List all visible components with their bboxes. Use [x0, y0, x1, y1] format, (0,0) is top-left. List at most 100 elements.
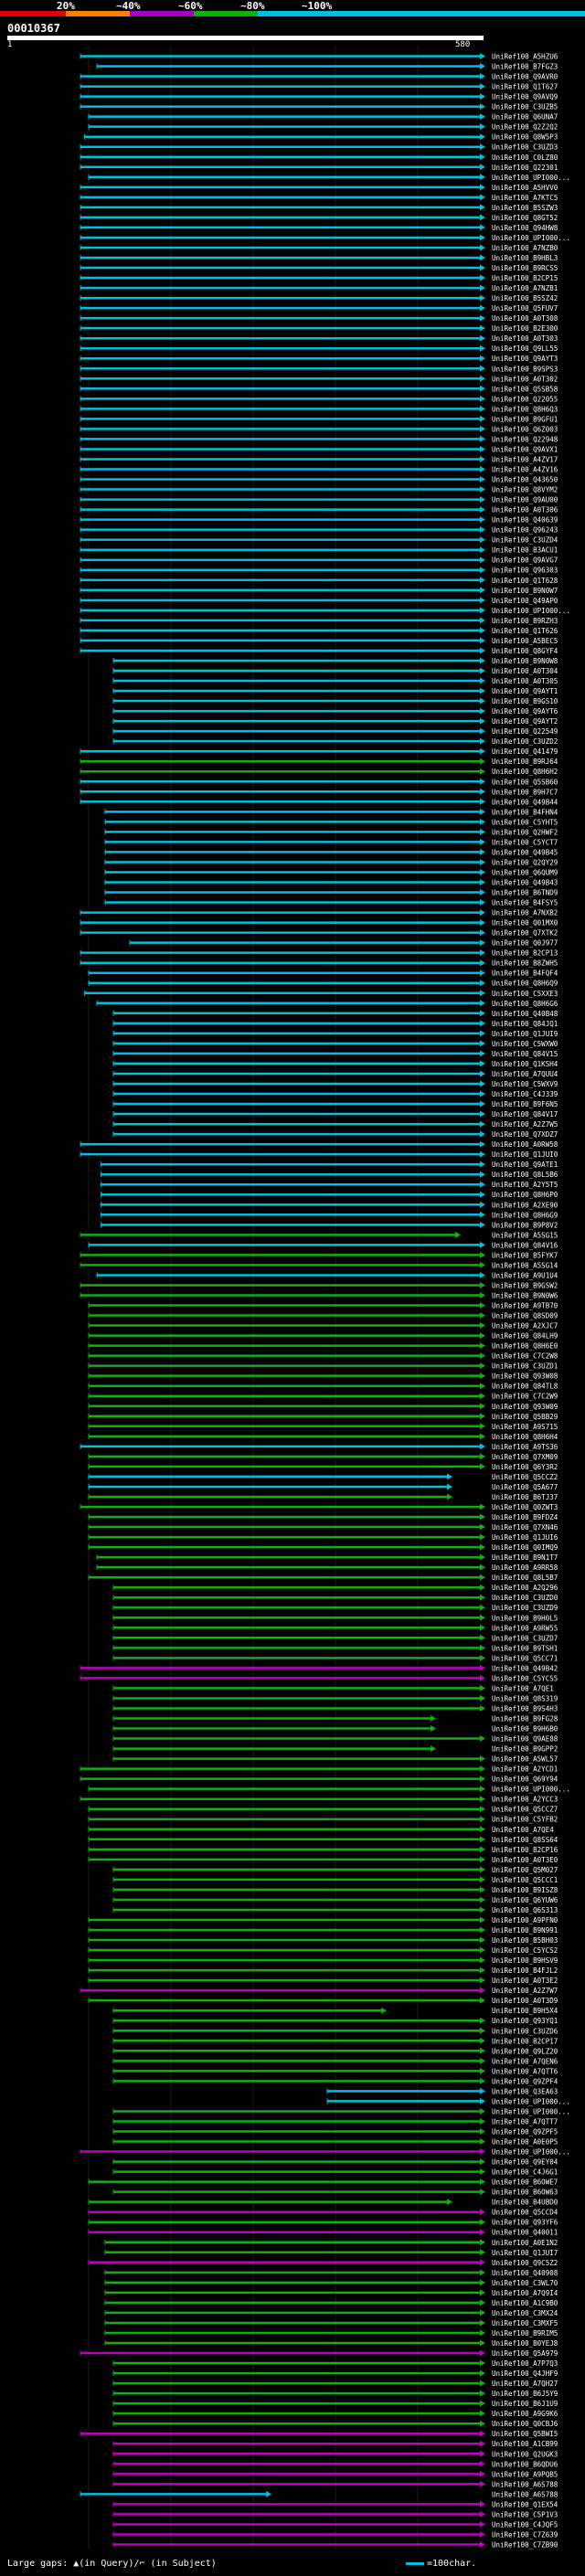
hit-label[interactable]: UniRef100_C5YCS2: [492, 1946, 558, 1955]
hit-label[interactable]: UniRef100_B9N1T7: [492, 1553, 558, 1562]
hit-label[interactable]: UniRef100_B9H5X4: [492, 2007, 558, 2015]
hit-label[interactable]: UniRef100_Q8SS64: [492, 1836, 558, 1844]
hit-label[interactable]: UniRef100_Q9AYT1: [492, 687, 558, 695]
hit-label[interactable]: UniRef100_Q9ATE1: [492, 1161, 558, 1169]
hit-label[interactable]: UniRef100_A7NZB0: [492, 244, 558, 252]
hit-label[interactable]: UniRef100_B9N991: [492, 1926, 558, 1935]
hit-label[interactable]: UniRef100_Q8GT52: [492, 214, 558, 222]
hit-label[interactable]: UniRef100_Q5A677: [492, 1483, 558, 1491]
hit-label[interactable]: UniRef100_Q8H6P0: [492, 1191, 558, 1199]
hit-label[interactable]: UniRef100_A7QTT7: [492, 2117, 558, 2125]
hit-label[interactable]: UniRef100_Q5CCC1: [492, 1876, 558, 1884]
hit-label[interactable]: UniRef100_Q5SB60: [492, 778, 558, 786]
hit-label[interactable]: UniRef100_B4UBD0: [492, 2199, 558, 2207]
hit-label[interactable]: UniRef100_B9TSH1: [492, 1644, 558, 1652]
hit-label[interactable]: UniRef100_A9RW55: [492, 1624, 558, 1632]
hit-label[interactable]: UniRef100_B9FG28: [492, 1715, 558, 1723]
hit-label[interactable]: UniRef100_Q69Y94: [492, 1776, 558, 1784]
hit-label[interactable]: UniRef100_B9H7C7: [492, 788, 558, 796]
hit-label[interactable]: UniRef100_B6QDU6: [492, 2460, 558, 2468]
hit-label[interactable]: UniRef100_C5YCS5: [492, 1674, 558, 1682]
hit-label[interactable]: UniRef100_A2Z7W7: [492, 1987, 558, 1995]
hit-label[interactable]: UniRef100_A0E1N2: [492, 2239, 558, 2247]
hit-label[interactable]: UniRef100_C5YCT7: [492, 838, 558, 846]
hit-label[interactable]: UniRef100_Q1T628: [492, 577, 558, 585]
hit-label[interactable]: UniRef100_A7NXB2: [492, 909, 558, 917]
hit-label[interactable]: UniRef100_Q40B48: [492, 1010, 558, 1018]
hit-label[interactable]: UniRef100_Q6S313: [492, 1906, 558, 1914]
hit-label[interactable]: UniRef100_Q84LH9: [492, 1332, 558, 1341]
hit-label[interactable]: UniRef100_Q8H6H2: [492, 768, 558, 776]
hit-label[interactable]: UniRef100_B5BH03: [492, 1936, 558, 1945]
hit-label[interactable]: UniRef100_A2XJC7: [492, 1322, 558, 1330]
hit-label[interactable]: UniRef100_A1C9B0: [492, 2299, 558, 2307]
hit-label[interactable]: UniRef100_Q22948: [492, 435, 558, 443]
hit-label[interactable]: UniRef100_A7NZB1: [492, 284, 558, 292]
hit-label[interactable]: UniRef100_A0T305: [492, 677, 558, 685]
hit-label[interactable]: UniRef100_A9U1U4: [492, 1271, 558, 1279]
hit-label[interactable]: UniRef100_Q0ZWT3: [492, 1503, 558, 1511]
hit-label[interactable]: UniRef100_Q1JUI0: [492, 1150, 558, 1159]
hit-label[interactable]: UniRef100_B9N0W8: [492, 657, 558, 665]
hit-label[interactable]: UniRef100_Q0J977: [492, 939, 558, 948]
hit-label[interactable]: UniRef100_C7ZB90: [492, 2540, 558, 2549]
hit-label[interactable]: UniRef100_Q49B44: [492, 798, 558, 806]
hit-label[interactable]: UniRef100_C4J339: [492, 1090, 558, 1098]
hit-label[interactable]: UniRef100_Q3EA63: [492, 2087, 558, 2095]
hit-label[interactable]: UniRef100_Q84TL8: [492, 1383, 558, 1391]
hit-label[interactable]: UniRef100_A5WL57: [492, 1755, 558, 1764]
hit-label[interactable]: UniRef100_C5WXV9: [492, 1080, 558, 1088]
hit-label[interactable]: UniRef100_C3UZD0: [492, 1594, 558, 1602]
hit-label[interactable]: UniRef100_Q9AVG7: [492, 557, 558, 565]
hit-label[interactable]: UniRef100_Q7XM09: [492, 1453, 558, 1461]
hit-label[interactable]: UniRef100_Q9AU00: [492, 496, 558, 504]
hit-label[interactable]: UniRef100_Q9LZ20: [492, 2047, 558, 2055]
hit-label[interactable]: UniRef100_B6TND9: [492, 889, 558, 897]
hit-label[interactable]: UniRef100_Q8L5B6: [492, 1171, 558, 1179]
hit-label[interactable]: UniRef100_C3MX24: [492, 2309, 558, 2317]
hit-label[interactable]: UniRef100_Q6QUM9: [492, 868, 558, 876]
hit-label[interactable]: UniRef100_A2Z7W5: [492, 1120, 558, 1129]
hit-label[interactable]: UniRef100_Q8SD09: [492, 1312, 558, 1320]
hit-label[interactable]: UniRef100_C3UZD2: [492, 737, 558, 746]
hit-label[interactable]: UniRef100_B5FYK7: [492, 1251, 558, 1259]
hit-label[interactable]: UniRef100_B9RCS5: [492, 264, 558, 272]
hit-label[interactable]: UniRef100_Q84JQ1: [492, 1020, 558, 1028]
hit-label[interactable]: UniRef100_A2YCD1: [492, 1765, 558, 1774]
hit-label[interactable]: UniRef100_B9ISZ8: [492, 1886, 558, 1894]
hit-label[interactable]: UniRef100_Q8S319: [492, 1694, 558, 1702]
hit-label[interactable]: UniRef100_A9PFN0: [492, 1916, 558, 1924]
hit-label[interactable]: UniRef100_A9RR58: [492, 1564, 558, 1572]
hit-label[interactable]: UniRef100_Q6Y3R2: [492, 1463, 558, 1471]
hit-label[interactable]: UniRef100_Q93YQ1: [492, 2017, 558, 2025]
hit-label[interactable]: UniRef100_A0RW58: [492, 1140, 558, 1149]
hit-label[interactable]: UniRef100_B9F6N5: [492, 1100, 558, 1108]
hit-label[interactable]: UniRef100_Q5M027: [492, 1866, 558, 1874]
hit-label[interactable]: UniRef100_C4J6G1: [492, 2168, 558, 2177]
hit-label[interactable]: UniRef100_Q9AVX1: [492, 445, 558, 453]
hit-label[interactable]: UniRef100_A7QH27: [492, 2380, 558, 2388]
hit-label[interactable]: UniRef100_B0YEJ8: [492, 2339, 558, 2348]
hit-label[interactable]: UniRef100_A7KTC5: [492, 194, 558, 202]
hit-label[interactable]: UniRef100_Q9AYT3: [492, 355, 558, 363]
hit-label[interactable]: UniRef100_A9S715: [492, 1423, 558, 1431]
hit-label[interactable]: UniRef100_Q8VYM2: [492, 486, 558, 494]
hit-label[interactable]: UniRef100_Q0IMQ9: [492, 1543, 558, 1552]
hit-label[interactable]: UniRef100_Q5CCD4: [492, 2209, 558, 2217]
hit-label[interactable]: UniRef100_Q5SB58: [492, 385, 558, 393]
hit-label[interactable]: UniRef100_A9TS36: [492, 1443, 558, 1451]
hit-label[interactable]: UniRef100_A0T308: [492, 314, 558, 323]
hit-label[interactable]: UniRef100_Q49AP0: [492, 597, 558, 605]
hit-label[interactable]: UniRef100_Q5A979: [492, 2349, 558, 2358]
hit-label[interactable]: UniRef100_A0T3E0: [492, 1856, 558, 1864]
hit-label[interactable]: UniRef100_Q22301: [492, 164, 558, 172]
hit-label[interactable]: UniRef100_B6J1U9: [492, 2400, 558, 2408]
hit-label[interactable]: UniRef100_UPI000...: [492, 234, 570, 242]
hit-label[interactable]: UniRef100_Q8GYF4: [492, 647, 558, 655]
hit-label[interactable]: UniRef100_Q2UGK3: [492, 2450, 558, 2458]
hit-label[interactable]: UniRef100_A2Y5T5: [492, 1181, 558, 1189]
hit-label[interactable]: UniRef100_Q5CCZ7: [492, 1806, 558, 1814]
hit-label[interactable]: UniRef100_Q84V17: [492, 1110, 558, 1118]
hit-label[interactable]: UniRef100_C7Z639: [492, 2530, 558, 2539]
hit-label[interactable]: UniRef100_B9H0L5: [492, 1614, 558, 1622]
